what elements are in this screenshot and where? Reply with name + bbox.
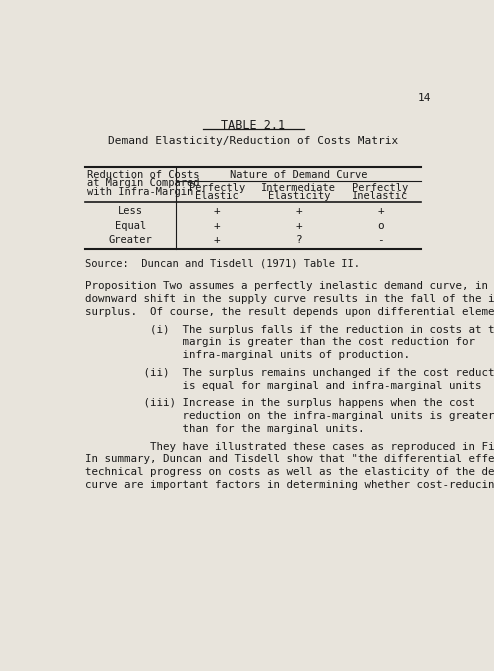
Text: They have illustrated these cases as reproduced in Fig. 2.5.: They have illustrated these cases as rep… (85, 442, 494, 452)
Text: Nature of Demand Curve: Nature of Demand Curve (230, 170, 368, 180)
Text: +: + (295, 206, 302, 216)
Text: Source:  Duncan and Tisdell (1971) Table II.: Source: Duncan and Tisdell (1971) Table … (85, 258, 360, 268)
Text: Perfectly: Perfectly (189, 183, 246, 193)
Text: Perfectly: Perfectly (352, 183, 409, 193)
Text: technical progress on costs as well as the elasticity of the demand: technical progress on costs as well as t… (85, 467, 494, 477)
Text: Greater: Greater (109, 236, 153, 246)
Text: 14: 14 (418, 93, 431, 103)
Text: than for the marginal units.: than for the marginal units. (85, 424, 365, 433)
Text: Reduction of Costs: Reduction of Costs (86, 170, 199, 180)
Text: +: + (214, 236, 221, 246)
Text: reduction on the infra-marginal units is greater: reduction on the infra-marginal units is… (85, 411, 494, 421)
Text: with Infra-Margin: with Infra-Margin (86, 187, 193, 197)
Text: +: + (214, 221, 221, 231)
Text: +: + (377, 206, 384, 216)
Text: margin is greater than the cost reduction for: margin is greater than the cost reductio… (85, 338, 475, 348)
Text: surplus.  Of course, the result depends upon differential elements.: surplus. Of course, the result depends u… (85, 307, 494, 317)
Text: downward shift in the supply curve results in the fall of the industry's: downward shift in the supply curve resul… (85, 294, 494, 304)
Text: Less: Less (118, 206, 143, 216)
Text: o: o (377, 221, 384, 231)
Text: In summary, Duncan and Tisdell show that "the differential effect of: In summary, Duncan and Tisdell show that… (85, 454, 494, 464)
Text: Equal: Equal (115, 221, 146, 231)
Text: +: + (214, 206, 221, 216)
Text: (ii)  The surplus remains unchanged if the cost reduction: (ii) The surplus remains unchanged if th… (85, 368, 494, 378)
Text: -: - (377, 236, 384, 246)
Text: Intermediate: Intermediate (261, 183, 336, 193)
Text: Elastic: Elastic (196, 191, 239, 201)
Text: Demand Elasticity/Reduction of Costs Matrix: Demand Elasticity/Reduction of Costs Mat… (108, 136, 398, 146)
Text: TABLE 2.1: TABLE 2.1 (221, 119, 285, 132)
Text: is equal for marginal and infra-marginal units: is equal for marginal and infra-marginal… (85, 380, 482, 391)
Text: curve are important factors in determining whether cost-reducing research: curve are important factors in determini… (85, 480, 494, 490)
Text: ?: ? (295, 236, 302, 246)
Text: +: + (295, 221, 302, 231)
Text: (iii) Increase in the surplus happens when the cost: (iii) Increase in the surplus happens wh… (85, 399, 475, 409)
Text: Elasticity: Elasticity (268, 191, 330, 201)
Text: Proposition Two assumes a perfectly inelastic demand curve, in which a: Proposition Two assumes a perfectly inel… (85, 282, 494, 291)
Text: at Margin Compared: at Margin Compared (86, 178, 199, 189)
Text: (i)  The surplus falls if the reduction in costs at the: (i) The surplus falls if the reduction i… (85, 325, 494, 335)
Text: infra-marginal units of production.: infra-marginal units of production. (85, 350, 410, 360)
Text: Inelastic: Inelastic (352, 191, 409, 201)
